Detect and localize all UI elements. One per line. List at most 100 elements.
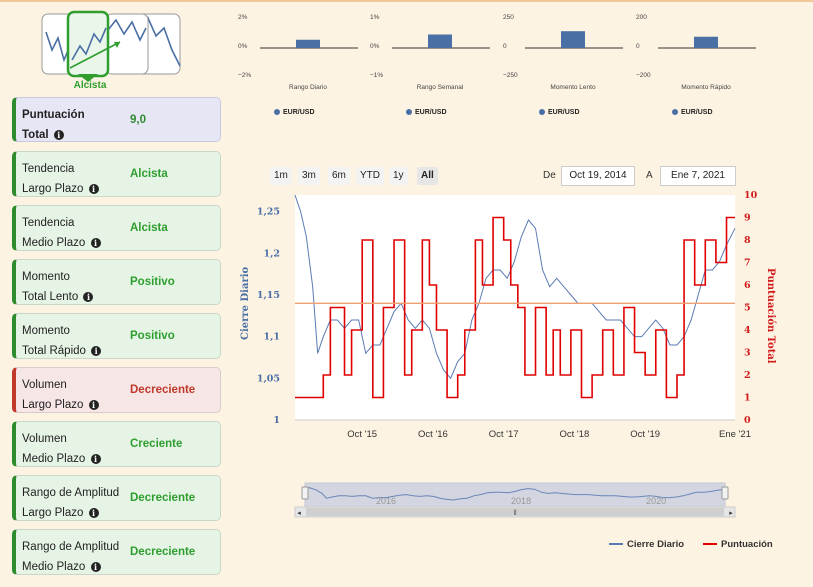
card-label-line1: Tendencia xyxy=(22,217,75,229)
mini-legend-dot xyxy=(672,109,678,115)
scrollbar-thumb[interactable] xyxy=(306,508,724,516)
info-icon[interactable]: i xyxy=(88,183,99,194)
indicator-card[interactable]: Tendencia Largo Plazo i Alcista xyxy=(12,151,221,197)
x-tick: Oct '18 xyxy=(560,429,590,440)
range-button[interactable]: YTD xyxy=(356,167,384,185)
navigator-handle-left[interactable] xyxy=(301,486,309,500)
card-label: Rango de Amplitud Largo Plazo i xyxy=(22,483,134,523)
scrollbar-grip-icon[interactable]: ⦀ xyxy=(513,509,516,517)
indicator-card[interactable]: Rango de Amplitud Medio Plazo i Decrecient… xyxy=(12,529,221,575)
mini-bar-chart: 2% 0% −2% Rango Diario EUR/USD xyxy=(238,12,358,120)
mini-bar-chart: 1% 0% −1% Rango Semanal EUR/USD xyxy=(370,12,490,120)
info-icon[interactable]: i xyxy=(83,291,94,302)
series-line-puntuacion[interactable] xyxy=(295,216,735,399)
card-label-line2: Largo Plazo xyxy=(22,507,84,519)
card-value: Creciente xyxy=(130,438,183,450)
right-axis-title: Puntuación Total xyxy=(765,268,776,364)
right-y-tick: 6 xyxy=(744,280,751,291)
card-label-line2: Medio Plazo xyxy=(22,237,86,249)
right-y-tick: 10 xyxy=(744,190,758,201)
mini-y-tick: 0% xyxy=(370,43,380,50)
mini-y-tick: −200 xyxy=(636,72,651,79)
range-button[interactable]: 6m xyxy=(328,167,350,185)
uptrend-icon[interactable] xyxy=(66,10,121,82)
info-icon[interactable]: i xyxy=(53,129,64,140)
indicator-card[interactable]: Tendencia Medio Plazo i Alcista xyxy=(12,205,221,251)
mini-legend-label: EUR/USD xyxy=(415,109,447,116)
range-button[interactable]: All xyxy=(417,167,438,185)
from-date-input[interactable]: Oct 19, 2014 xyxy=(561,166,635,186)
scroll-right-icon[interactable]: ▸ xyxy=(729,510,733,517)
navigator-series xyxy=(304,486,726,501)
card-label: Volumen Medio Plazo i xyxy=(22,429,134,469)
card-label-line1: Rango de Amplitud xyxy=(22,487,120,499)
legend-swatch-red xyxy=(703,543,717,546)
indicator-card[interactable]: Volumen Largo Plazo i Decreciente xyxy=(12,367,221,413)
card-value: 9,0 xyxy=(130,113,146,126)
mini-bar[interactable] xyxy=(561,31,585,48)
card-label: Tendencia Medio Plazo i xyxy=(22,213,134,253)
mini-y-tick: −1% xyxy=(370,72,384,79)
scroll-left-icon[interactable]: ◂ xyxy=(297,510,301,517)
card-label: Momento Total Lento i xyxy=(22,267,134,307)
card-value: Alcista xyxy=(130,168,168,180)
range-button[interactable]: 1m xyxy=(270,167,292,185)
card-label-line2: Total Lento xyxy=(22,291,79,303)
legend-item-cierre[interactable]: Cierre Diario xyxy=(609,539,684,550)
mini-legend[interactable]: EUR/USD xyxy=(672,109,713,116)
card-label-line1: Momento xyxy=(22,271,70,283)
left-y-tick: 1,15 xyxy=(257,290,280,301)
legend-item-puntuacion[interactable]: Puntuación xyxy=(703,539,773,550)
card-label: Momento Total Rápido i xyxy=(22,321,134,361)
right-y-tick: 3 xyxy=(744,348,751,359)
mini-plot xyxy=(260,39,358,49)
left-y-tick: 1,05 xyxy=(257,373,280,384)
card-label-line2: Largo Plazo xyxy=(22,183,84,195)
indicator-card[interactable]: Momento Total Lento i Positivo xyxy=(12,259,221,305)
card-value: Decreciente xyxy=(130,492,196,504)
card-value: Alcista xyxy=(130,222,168,234)
legend-label-puntuacion: Puntuación xyxy=(721,539,773,550)
range-button[interactable]: 1y xyxy=(389,167,408,185)
card-value: Positivo xyxy=(130,330,175,342)
navigator-label: 2016 xyxy=(376,496,396,506)
mini-legend[interactable]: EUR/USD xyxy=(406,109,447,116)
mini-y-tick: 1% xyxy=(370,14,380,21)
mini-legend-label: EUR/USD xyxy=(283,109,315,116)
card-label-line1: Volumen xyxy=(22,433,67,445)
mini-y-tick: 0% xyxy=(238,43,248,50)
right-y-tick: 1 xyxy=(744,393,751,404)
left-y-tick: 1,25 xyxy=(257,207,280,218)
indicator-card[interactable]: Volumen Medio Plazo i Creciente xyxy=(12,421,221,467)
info-icon[interactable]: i xyxy=(91,345,102,356)
mini-bar[interactable] xyxy=(694,36,718,48)
indicator-card[interactable]: Puntuación Total i 9,0 xyxy=(12,97,221,142)
card-value: Decreciente xyxy=(130,546,196,558)
mini-x-label: Momento Rápido xyxy=(681,84,731,91)
from-label: De xyxy=(543,170,556,181)
info-icon[interactable]: i xyxy=(90,453,101,464)
trend-summary-label: Alcista xyxy=(73,80,107,91)
mini-bar[interactable] xyxy=(428,34,452,49)
mini-legend[interactable]: EUR/USD xyxy=(539,109,580,116)
mini-x-label: Rango Semanal xyxy=(416,84,464,91)
indicator-card[interactable]: Momento Total Rápido i Positivo xyxy=(12,313,221,359)
to-date-input[interactable]: Ene 7, 2021 xyxy=(660,166,736,186)
card-label: Rango de Amplitud Medio Plazo i xyxy=(22,537,134,577)
indicator-card[interactable]: Rango de Amplitud Largo Plazo i Decrecient… xyxy=(12,475,221,521)
mini-legend-dot xyxy=(539,109,545,115)
mini-plot xyxy=(525,31,623,49)
info-icon[interactable]: i xyxy=(88,507,99,518)
right-y-tick: 8 xyxy=(744,235,751,246)
card-label-line2: Total xyxy=(22,129,49,141)
range-button[interactable]: 3m xyxy=(298,167,320,185)
navigator-handle-right[interactable] xyxy=(721,486,729,500)
info-icon[interactable]: i xyxy=(90,561,101,572)
info-icon[interactable]: i xyxy=(88,399,99,410)
mini-legend[interactable]: EUR/USD xyxy=(274,109,315,116)
info-icon[interactable]: i xyxy=(90,237,101,248)
mini-bar[interactable] xyxy=(296,39,320,48)
right-y-tick: 9 xyxy=(744,213,751,224)
card-value: Decreciente xyxy=(130,384,196,396)
top-border xyxy=(0,0,813,2)
